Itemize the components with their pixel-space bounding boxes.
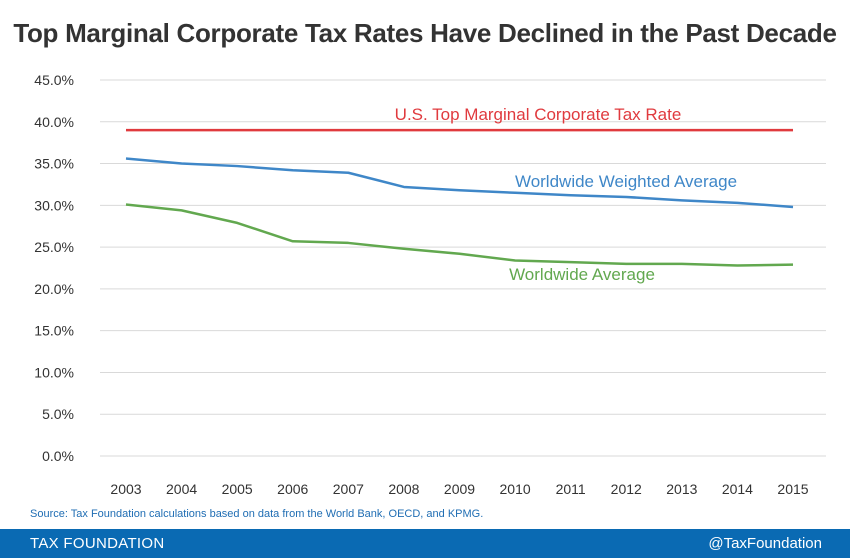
chart-title: Top Marginal Corporate Tax Rates Have De…: [13, 18, 837, 48]
footer-bar: TAX FOUNDATION @TaxFoundation: [0, 529, 850, 558]
us-rate-label: U.S. Top Marginal Corporate Tax Rate: [395, 105, 682, 124]
line-chart: 0.0% 5.0% 10.0% 15.0% 20.0% 25.0% 30.0% 35.0% 40…: [34, 72, 826, 497]
y-tick-label: 30.0%: [34, 197, 74, 213]
y-tick-label: 10.0%: [34, 364, 74, 380]
y-tick-label: 20.0%: [34, 281, 74, 297]
x-tick-label: 2013: [666, 481, 697, 497]
series-lines: [125, 128, 794, 267]
footer-handle[interactable]: @TaxFoundation: [708, 535, 822, 552]
x-tick-label: 2008: [388, 481, 419, 497]
series-labels: U.S. Top Marginal Corporate Tax Rate Worl…: [395, 105, 737, 284]
weighted-average-label: Worldwide Weighted Average: [515, 172, 737, 191]
x-tick-label: 2015: [777, 481, 808, 497]
x-axis-tick-labels: 2003 2004 2005 2006 2007 2008 2009 2010 2011 2012…: [110, 481, 808, 497]
y-tick-label: 15.0%: [34, 323, 74, 339]
y-tick-label: 0.0%: [42, 448, 74, 464]
y-axis-tick-labels: 0.0% 5.0% 10.0% 15.0% 20.0% 25.0% 30.0% 35.0% 40…: [34, 72, 74, 464]
y-tick-label: 45.0%: [34, 72, 74, 88]
worldwide-average-label: Worldwide Average: [509, 265, 655, 284]
x-tick-label: 2005: [222, 481, 253, 497]
y-tick-label: 40.0%: [34, 114, 74, 130]
x-tick-label: 2009: [444, 481, 475, 497]
worldwide-average-line: [125, 203, 794, 267]
x-tick-label: 2003: [110, 481, 141, 497]
x-tick-label: 2007: [333, 481, 364, 497]
x-tick-label: 2004: [166, 481, 197, 497]
y-tick-label: 35.0%: [34, 156, 74, 172]
footer-brand: TAX FOUNDATION: [30, 535, 165, 552]
y-tick-label: 5.0%: [42, 406, 74, 422]
grid-lines: [100, 79, 826, 457]
x-tick-label: 2006: [277, 481, 308, 497]
source-note: Source: Tax Foundation calculations base…: [30, 508, 484, 520]
y-tick-label: 25.0%: [34, 239, 74, 255]
x-tick-label: 2010: [500, 481, 531, 497]
x-tick-label: 2011: [556, 481, 586, 497]
x-tick-label: 2014: [722, 481, 753, 497]
x-tick-label: 2012: [611, 481, 642, 497]
